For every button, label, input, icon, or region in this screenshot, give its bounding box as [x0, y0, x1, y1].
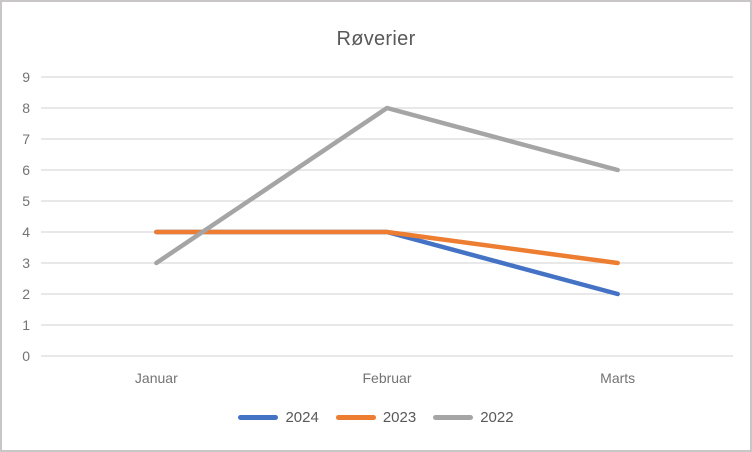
legend-swatch-2023: [335, 415, 376, 420]
legend-item-2022: 2022: [433, 409, 514, 426]
y-tick-label-8: 8: [22, 100, 30, 116]
series-line-2023: [154, 229, 620, 266]
legend-swatch-2024: [238, 415, 279, 420]
legend-label-2022: 2022: [480, 409, 514, 426]
y-tick-label-1: 1: [22, 317, 30, 333]
legend: 2024 2023 2022: [2, 409, 750, 426]
y-tick-label-4: 4: [22, 224, 30, 240]
y-tick-label-7: 7: [22, 131, 30, 147]
x-tick-label-februar: Februar: [362, 370, 411, 386]
y-tick-label-3: 3: [22, 255, 30, 271]
legend-swatch-2022: [433, 415, 474, 420]
x-tick-label-marts: Marts: [600, 370, 635, 386]
y-tick-label-0: 0: [22, 348, 30, 364]
legend-label-2024: 2024: [285, 409, 319, 426]
x-tick-label-januar: Januar: [135, 370, 178, 386]
y-tick-label-5: 5: [22, 193, 30, 209]
y-tick-label-2: 2: [22, 286, 30, 302]
y-tick-label-9: 9: [22, 69, 30, 85]
legend-item-2023: 2023: [335, 409, 417, 426]
y-tick-label-6: 6: [22, 162, 30, 178]
legend-label-2023: 2023: [382, 409, 417, 426]
series-line-2022: [154, 105, 620, 266]
legend-item-2024: 2024: [238, 409, 319, 426]
chart-title: Røverier: [336, 28, 416, 50]
